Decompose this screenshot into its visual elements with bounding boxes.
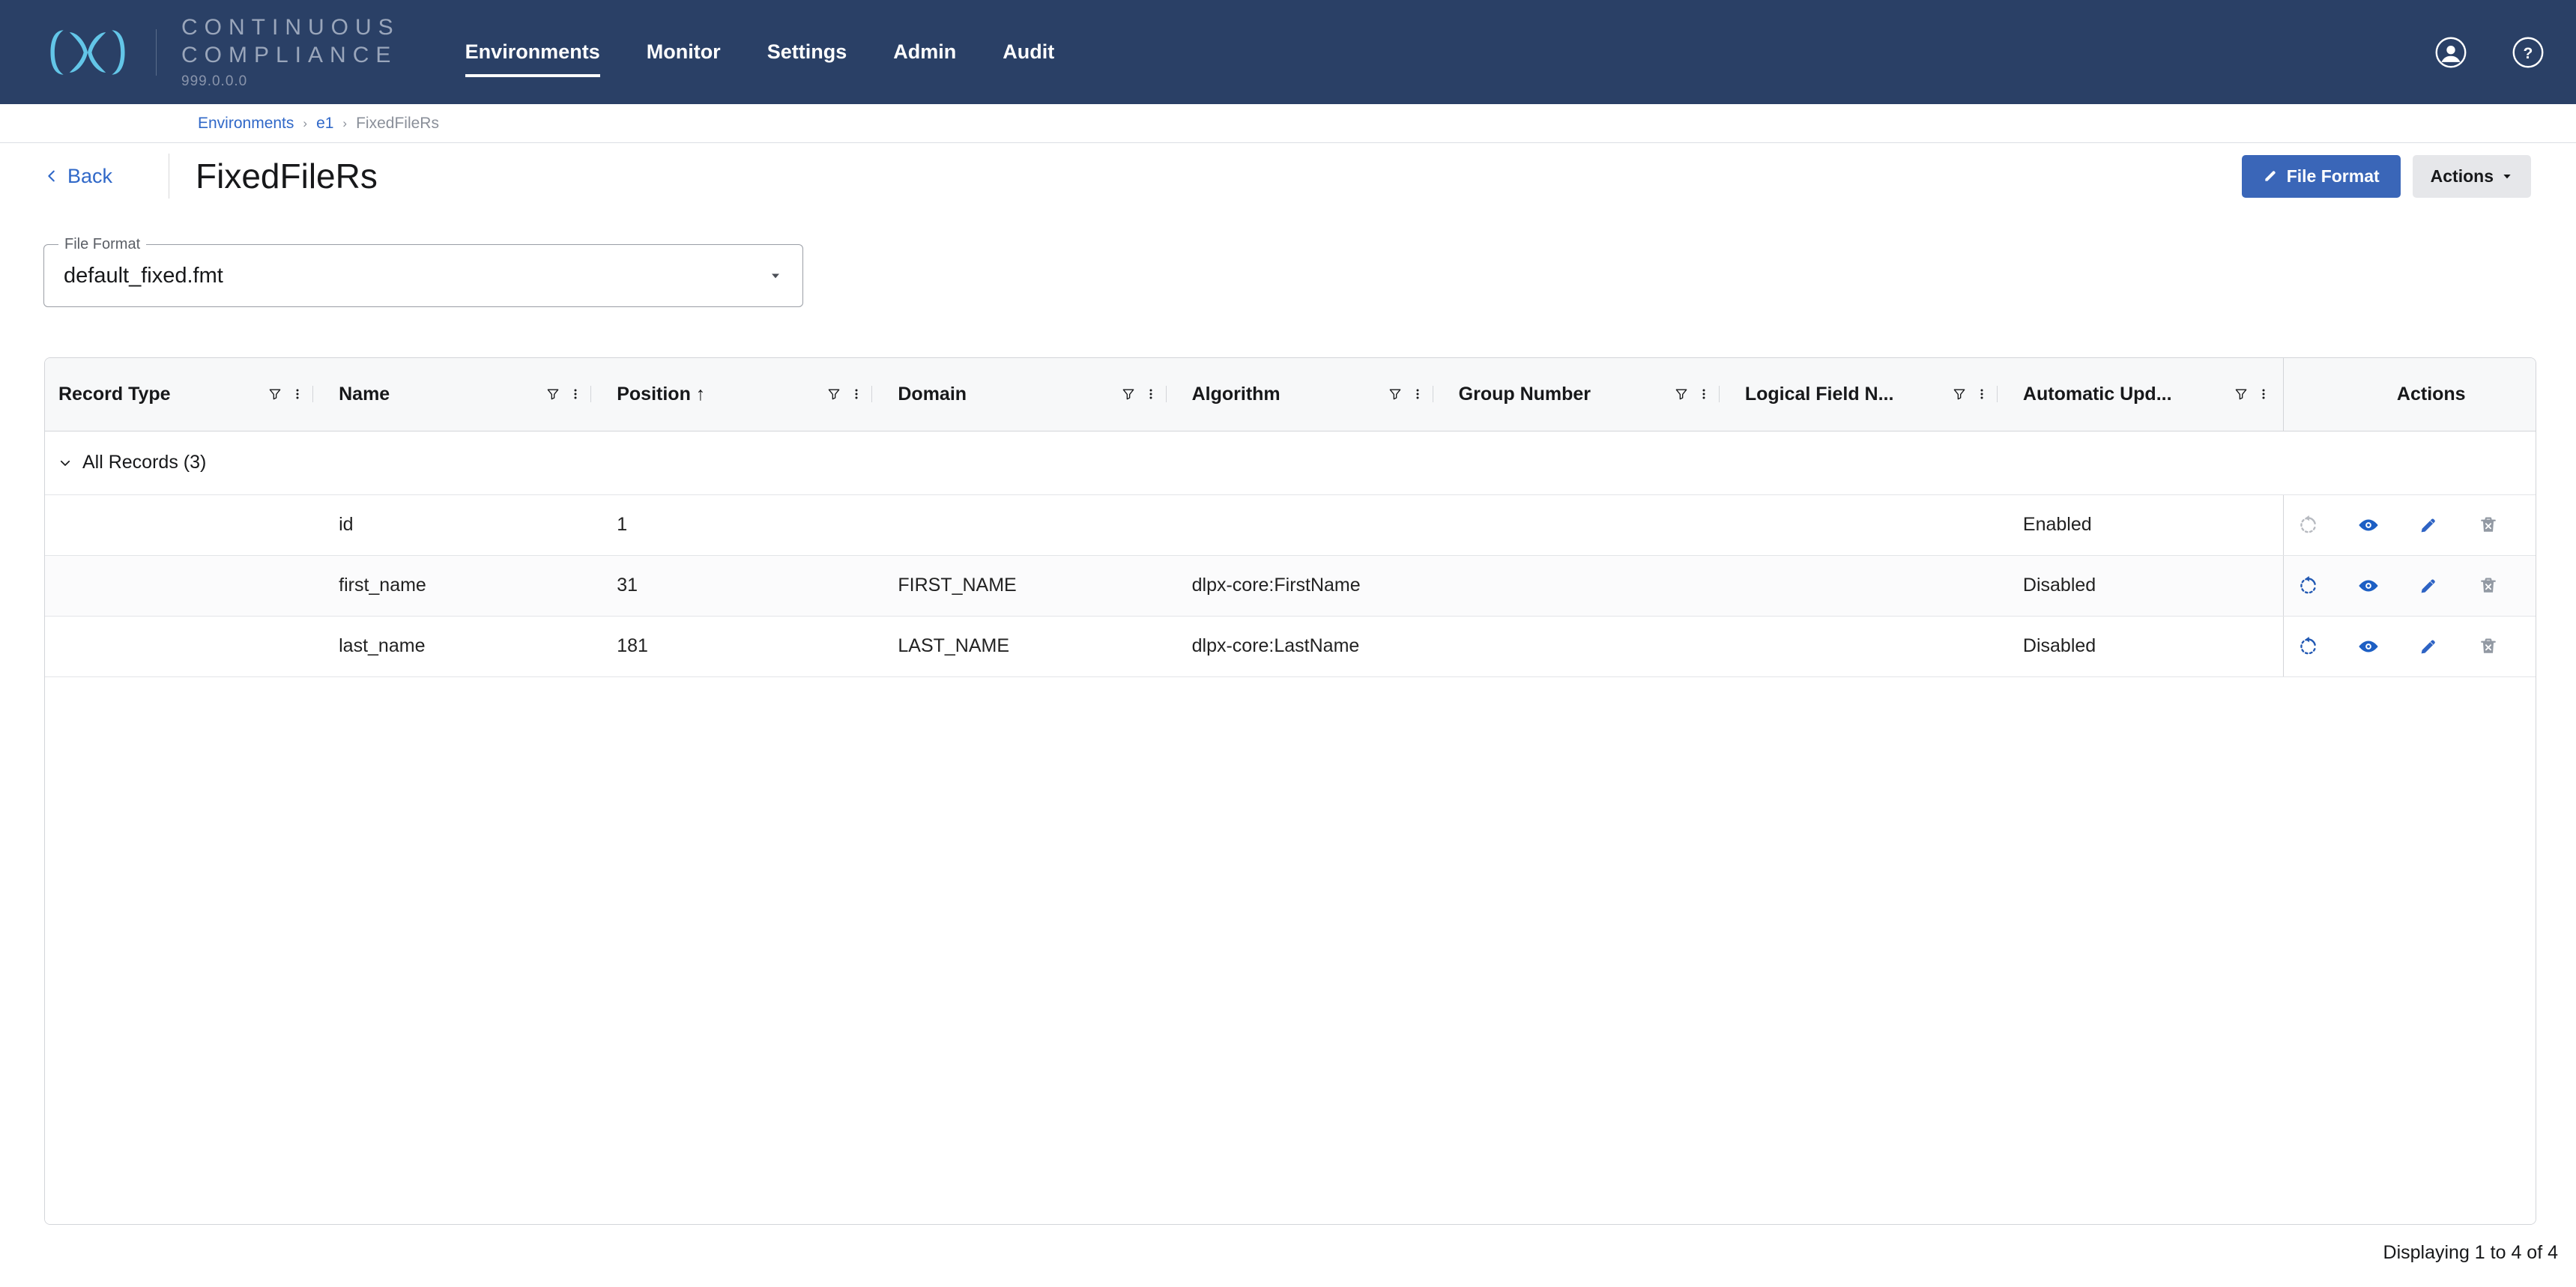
svg-text:?: ? — [2524, 44, 2533, 61]
